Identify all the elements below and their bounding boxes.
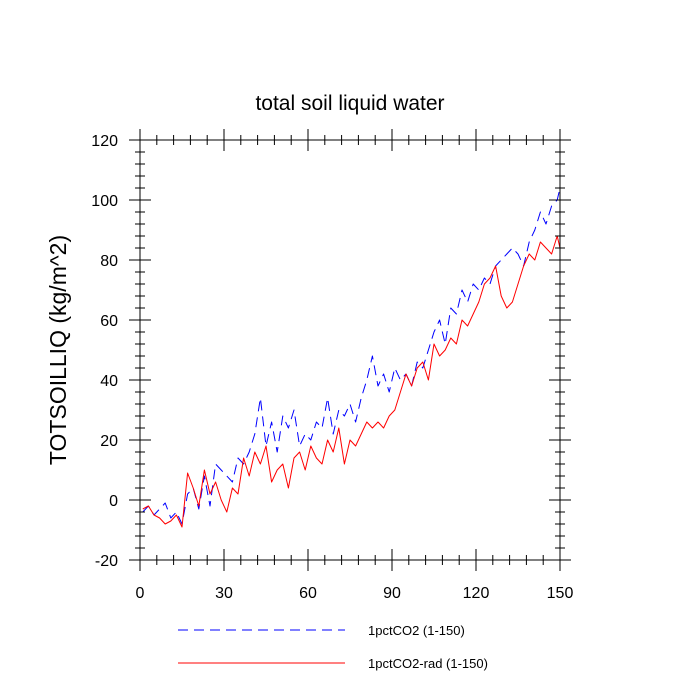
x-axis-tick-labels: 0 30 60 90 120 150 xyxy=(136,585,574,602)
legend-label: 1pctCO2-rad (1-150) xyxy=(368,656,488,671)
x-tick-label: 60 xyxy=(299,585,317,602)
legend-label: 1pctCO2 (1-150) xyxy=(368,623,465,638)
y-axis-ticks xyxy=(129,139,571,561)
series-line-2 xyxy=(142,235,561,528)
x-axis-ticks xyxy=(139,129,561,571)
y-tick-label: 120 xyxy=(91,133,118,150)
y-tick-label: 80 xyxy=(100,253,118,270)
series-layer xyxy=(142,187,561,528)
y-tick-label: 100 xyxy=(91,193,118,210)
x-tick-label: 30 xyxy=(215,585,233,602)
x-tick-label: 150 xyxy=(547,585,574,602)
y-axis-tick-labels: -20 0 20 40 60 80 100 120 xyxy=(91,133,118,570)
y-tick-label: 40 xyxy=(100,373,118,390)
series-line-1 xyxy=(142,187,561,525)
y-axis-title: TOTSOILLIQ (kg/m^2) xyxy=(45,235,71,465)
y-tick-label: -20 xyxy=(95,553,118,570)
y-tick-label: 0 xyxy=(109,493,118,510)
y-tick-label: 20 xyxy=(100,433,118,450)
y-tick-label: 60 xyxy=(100,313,118,330)
plot-frame xyxy=(139,139,561,561)
chart-title: total soil liquid water xyxy=(255,92,444,115)
x-tick-label: 0 xyxy=(136,585,145,602)
legend: 1pctCO2 (1-150) 1pctCO2-rad (1-150) xyxy=(178,623,488,671)
x-tick-label: 120 xyxy=(463,585,490,602)
x-tick-label: 90 xyxy=(383,585,401,602)
